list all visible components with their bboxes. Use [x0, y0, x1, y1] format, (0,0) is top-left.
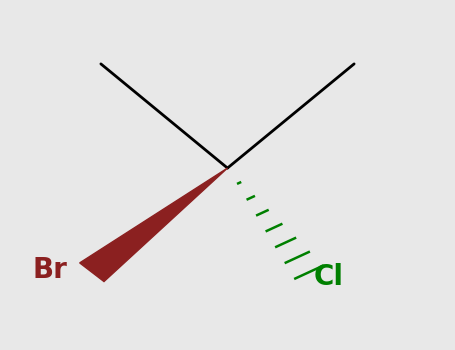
Text: Cl: Cl: [313, 264, 344, 292]
Polygon shape: [80, 168, 228, 281]
Text: Br: Br: [32, 257, 67, 285]
